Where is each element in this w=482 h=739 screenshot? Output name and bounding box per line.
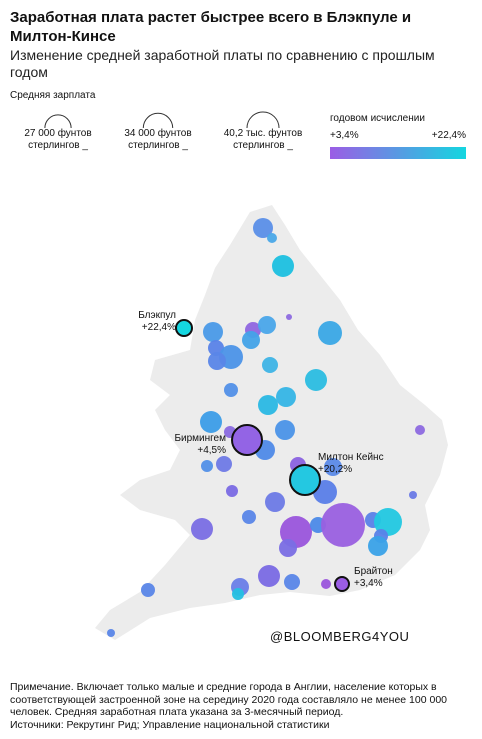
bubble [305,369,327,391]
bubble [324,458,342,476]
sources: Источники: Рекрутинг Рид; Управление нац… [10,718,330,731]
bubble [224,383,238,397]
bubble [318,321,342,345]
watermark: @BLOOMBERG4YOU [270,629,409,644]
bubble [262,357,278,373]
bubble [258,565,280,587]
bubble [216,456,232,472]
city-growth: +22,4% [142,322,176,333]
bubble [208,340,224,356]
city-bubble [175,319,193,337]
bubble [275,420,295,440]
bubble [279,539,297,557]
size-legend-arc [142,112,174,129]
color-tick-label: +22,4% [432,130,466,141]
color-bar [330,147,466,159]
color-tick-label: +3,4% [330,130,359,141]
color-legend-title: годовом исчислении [330,113,425,124]
bubble [242,510,256,524]
bubble [415,425,425,435]
city-growth: +20,2% [318,464,352,475]
size-legend-label: 34 000 фунтов стерлингов _ [124,127,191,151]
bubble [200,411,222,433]
size-legend-arc [246,111,280,129]
city-bubble [334,576,350,592]
city-growth: +3,4% [354,578,383,589]
bubble [226,485,238,497]
bubble [107,629,115,637]
note-text: Примечание. Включает только малые и сред… [10,681,448,718]
city-name: Брайтон [354,566,393,577]
bubble [141,583,155,597]
bubble [267,233,277,243]
bubble [286,314,292,320]
bubble [203,322,223,342]
bubble [201,460,213,472]
city-name: Блэкпул [138,310,176,321]
size-legend-label: 40,2 тыс. фунтов стерлингов _ [224,127,303,151]
bubble [321,503,365,547]
bubble [232,588,244,600]
note: Примечание. Включает только малые и сред… [10,681,470,731]
city-name: Бирмингем [174,433,226,444]
title: Заработная плата растет быстрее всего в … [10,9,412,45]
bubble [265,492,285,512]
bubble [409,491,417,499]
city-growth: +4,5% [197,445,226,456]
size-legend-title: Средняя зарплата [10,90,96,101]
size-legend-arc [44,114,72,129]
subtitle: Изменение средней заработной платы по ср… [10,47,435,80]
bubble [253,218,273,238]
bubble [191,518,213,540]
bubble [272,255,294,277]
bubble [208,352,226,370]
bubble [284,574,300,590]
size-legend-label: 27 000 фунтов стерлингов _ [24,127,91,151]
bubble [242,331,260,349]
city-bubble [289,464,321,496]
bubble [258,316,276,334]
city-bubble [231,424,263,456]
map: Средняя зарплата годовом исчислении @BLO… [10,90,466,644]
bubble [321,579,331,589]
bubble [368,536,388,556]
city-name: Милтон Кейнс [318,452,384,463]
bubble [258,395,278,415]
bubble [276,387,296,407]
